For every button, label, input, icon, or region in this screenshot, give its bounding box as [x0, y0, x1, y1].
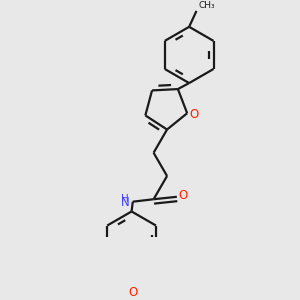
Text: O: O: [128, 286, 137, 299]
Text: CH₃: CH₃: [199, 1, 216, 10]
Text: O: O: [178, 189, 188, 202]
Text: N: N: [120, 196, 129, 209]
Text: H: H: [122, 194, 129, 204]
Text: O: O: [189, 108, 199, 121]
